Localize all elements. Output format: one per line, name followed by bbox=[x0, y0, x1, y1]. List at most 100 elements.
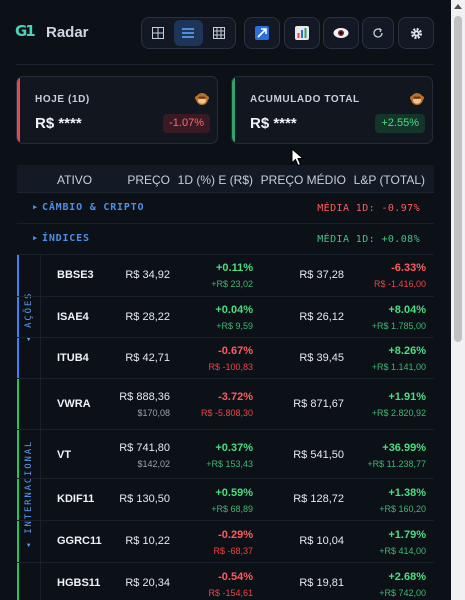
column-header-lp-total[interactable]: L&P (TOTAL) bbox=[353, 173, 425, 187]
chevron-right-icon: ▶ bbox=[33, 203, 39, 211]
ticker: VT bbox=[57, 449, 72, 461]
card-total: ACUMULADO TOTAL R$ **** +2.55% bbox=[231, 76, 433, 144]
table-row[interactable]: VT R$ 741,80 $142,02 +0.37% +R$ 153,43 R… bbox=[17, 430, 434, 479]
pl-percent: +36.99% bbox=[382, 442, 426, 454]
grid-icon bbox=[152, 27, 165, 39]
side-group-acoes[interactable]: ◂ AÇÕES bbox=[17, 255, 41, 379]
day-change-value: +R$ 153,43 bbox=[206, 459, 253, 469]
pl-percent: +8.26% bbox=[388, 345, 426, 357]
price-usd: $170,08 bbox=[137, 408, 170, 418]
price: R$ 42,71 bbox=[125, 352, 170, 364]
price: R$ 10,22 bbox=[125, 535, 170, 547]
day-change-value: +R$ 23,02 bbox=[211, 279, 253, 289]
side-group-internacional[interactable]: ◂ INTERNACIONAL bbox=[17, 379, 41, 600]
column-header-1d[interactable]: 1D (%) E (R$) bbox=[177, 173, 253, 187]
card-accent bbox=[17, 77, 20, 143]
monkey-icon bbox=[195, 93, 209, 105]
price: R$ 20,34 bbox=[125, 577, 170, 589]
ticker: GGRC11 bbox=[57, 535, 102, 547]
list-view-button[interactable] bbox=[174, 20, 203, 46]
column-header-ativo[interactable]: ATIVO bbox=[57, 173, 93, 187]
ticker: ISAE4 bbox=[57, 311, 89, 323]
group-average: MÉDIA 1D: -0.97% bbox=[317, 203, 420, 214]
day-change-percent: +0.11% bbox=[215, 262, 253, 274]
ticker: HGBS11 bbox=[57, 577, 101, 589]
day-change-value: R$ -5.808,30 bbox=[200, 408, 253, 418]
average-price: R$ 10,04 bbox=[299, 535, 344, 547]
assets-table: ATIVO PREÇO 1D (%) E (R$) PREÇO MÉDIO L&… bbox=[17, 165, 434, 600]
table-row[interactable]: HGBS11 R$ 20,34 -0.54% R$ -154,61 R$ 19,… bbox=[17, 563, 434, 600]
table-row[interactable]: ISAE4 R$ 28,22 +0.04% +R$ 9,59 R$ 26,12 … bbox=[17, 297, 434, 338]
card-label: ACUMULADO TOTAL bbox=[250, 94, 360, 105]
table-header: ATIVO PREÇO 1D (%) E (R$) PREÇO MÉDIO L&… bbox=[17, 165, 434, 193]
column-header-preco[interactable]: PREÇO bbox=[127, 173, 170, 187]
group-name: ▶ ÍNDICES bbox=[33, 233, 90, 244]
group-average: MÉDIA 1D: +0.08% bbox=[317, 234, 420, 245]
group-row-cambio-cripto[interactable]: ▶ CÂMBIO & CRIPTO MÉDIA 1D: -0.97% bbox=[17, 193, 434, 224]
header: G1 Radar bbox=[0, 0, 450, 66]
average-price: R$ 26,12 bbox=[299, 311, 344, 323]
pl-percent: +1.91% bbox=[388, 391, 426, 403]
pl-percent: -6.33% bbox=[391, 262, 426, 274]
column-header-preco-medio[interactable]: PREÇO MÉDIO bbox=[260, 173, 346, 187]
day-change-value: R$ -154,61 bbox=[208, 588, 253, 598]
view-mode-switcher bbox=[141, 17, 236, 49]
table-row[interactable]: ITUB4 R$ 42,71 -0.67% R$ -100,83 R$ 39,4… bbox=[17, 338, 434, 379]
card-value: R$ **** bbox=[250, 115, 297, 132]
change-badge: +2.55% bbox=[375, 114, 425, 133]
card-accent bbox=[232, 77, 235, 143]
group-row-indices[interactable]: ▶ ÍNDICES MÉDIA 1D: +0.08% bbox=[17, 224, 434, 255]
price: R$ 888,36 bbox=[119, 391, 170, 403]
scroll-up-arrow-icon[interactable] bbox=[454, 4, 462, 9]
settings-button[interactable] bbox=[398, 17, 434, 49]
brand-title: Radar bbox=[46, 24, 89, 41]
pl-value: +R$ 1.141,00 bbox=[371, 362, 426, 372]
day-change-percent: +0.04% bbox=[215, 304, 253, 316]
card-label: HOJE (1D) bbox=[35, 94, 90, 105]
logo: G1 bbox=[15, 22, 36, 40]
change-badge: -1.07% bbox=[163, 114, 210, 133]
average-price: R$ 128,72 bbox=[293, 493, 344, 505]
bar-chart-icon bbox=[295, 26, 309, 40]
pl-percent: +8.04% bbox=[388, 304, 426, 316]
table-row[interactable]: KDIF11 R$ 130,50 +0.59% +R$ 68,89 R$ 128… bbox=[17, 479, 434, 521]
table-row[interactable]: VWRA R$ 888,36 $170,08 -3.72% R$ -5.808,… bbox=[17, 379, 434, 430]
mouse-cursor-icon bbox=[291, 148, 305, 167]
table-view-button[interactable] bbox=[205, 20, 233, 46]
day-change-percent: -3.72% bbox=[218, 391, 253, 403]
day-change-value: R$ -100,83 bbox=[208, 362, 253, 372]
table-row[interactable]: GGRC11 R$ 10,22 -0.29% R$ -68,37 R$ 10,0… bbox=[17, 521, 434, 563]
pl-percent: +1.38% bbox=[388, 487, 426, 499]
price: R$ 130,50 bbox=[119, 493, 170, 505]
pl-value: +R$ 414,00 bbox=[379, 546, 426, 556]
visibility-toggle-button[interactable] bbox=[323, 17, 359, 49]
pl-percent: +1.79% bbox=[388, 529, 426, 541]
ticker: VWRA bbox=[57, 398, 91, 410]
header-divider bbox=[16, 64, 434, 65]
refresh-button[interactable] bbox=[362, 17, 394, 49]
monkey-icon bbox=[410, 93, 424, 105]
day-change-value: +R$ 68,89 bbox=[211, 504, 253, 514]
pl-value: +R$ 11.238,77 bbox=[367, 459, 426, 469]
trend-button[interactable] bbox=[244, 17, 280, 49]
pl-value: +R$ 2.820,92 bbox=[371, 408, 426, 418]
scrollbar-thumb[interactable] bbox=[454, 16, 462, 342]
group-color-bar bbox=[17, 379, 19, 600]
day-change-percent: -0.29% bbox=[218, 529, 253, 541]
ticker: KDIF11 bbox=[57, 493, 95, 505]
average-price: R$ 39,45 bbox=[299, 352, 344, 364]
day-change-percent: -0.54% bbox=[218, 571, 253, 583]
grid-view-button[interactable] bbox=[144, 20, 172, 46]
pl-value: +R$ 160,20 bbox=[379, 504, 426, 514]
bar-chart-button[interactable] bbox=[284, 17, 320, 49]
gear-icon bbox=[410, 27, 422, 39]
page-scrollbar[interactable] bbox=[451, 0, 465, 600]
list-icon bbox=[182, 28, 195, 38]
pl-value: +R$ 742,00 bbox=[379, 588, 426, 598]
table-row[interactable]: BBSE3 R$ 34,92 +0.11% +R$ 23,02 R$ 37,28… bbox=[17, 255, 434, 297]
card-today: HOJE (1D) R$ **** -1.07% bbox=[16, 76, 218, 144]
price-usd: $142,02 bbox=[137, 459, 170, 469]
chevron-right-icon: ▶ bbox=[33, 234, 39, 242]
card-value: R$ **** bbox=[35, 115, 82, 132]
pl-value: R$ -1.416,00 bbox=[373, 279, 426, 289]
